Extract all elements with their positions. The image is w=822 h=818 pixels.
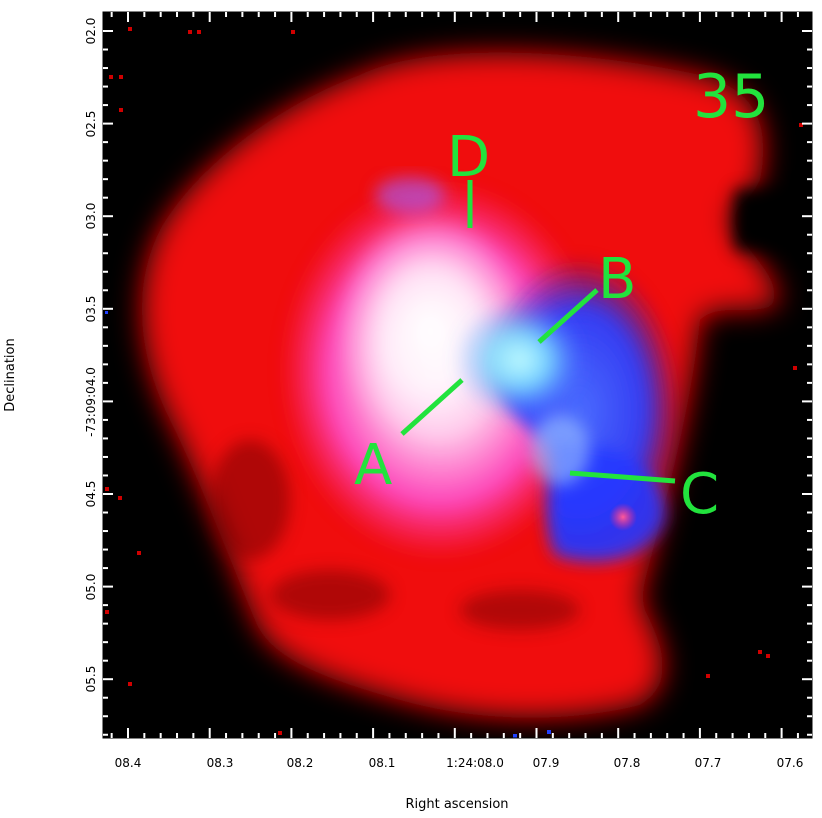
marker-label-d: D [447,125,490,190]
y-tick-label: 05.5 [84,666,98,693]
x-axis-title: Right ascension [405,797,508,812]
marker-label-a: A [354,433,392,498]
marker-line-b [537,288,599,344]
frame-ticks [103,12,812,738]
x-tick-label: 07.8 [614,756,641,770]
sky-image [103,12,812,738]
y-tick-label: 03.0 [84,203,98,230]
x-tick-labels: 08.4 08.3 08.2 08.1 1:24:08.0 07.9 07.8 … [115,756,804,770]
marker-label-b: B [598,247,636,312]
y-tick-label: 02.0 [84,18,98,45]
y-tick-label: 04.5 [84,481,98,508]
x-tick-label: 08.3 [207,756,234,770]
x-tick-label: 07.7 [695,756,722,770]
x-tick-label: 07.6 [777,756,804,770]
y-tick-label: 05.0 [84,574,98,601]
panel-number: 35 [693,62,769,132]
noise-pixels [105,27,803,735]
marker-line-c [569,470,676,484]
marker-line-a [400,378,464,436]
marker-label-c: C [680,462,719,527]
y-axis-title: Declination [3,338,18,412]
compact-source [609,503,637,531]
x-tick-label: 08.2 [287,756,314,770]
x-tick-label: 08.1 [369,756,396,770]
y-tick-label: 03.5 [84,296,98,323]
x-tick-label: 08.4 [115,756,142,770]
image-frame [102,11,813,739]
y-tick-label: 02.5 [84,111,98,138]
annotation-lines [400,180,676,484]
y-tick-labels: 02.0 02.5 03.0 03.5 -73:09:04.0 04.5 05.… [84,18,98,693]
x-tick-label: 1:24:08.0 [446,756,504,770]
x-tick-label: 07.9 [533,756,560,770]
y-tick-label: -73:09:04.0 [84,367,98,437]
